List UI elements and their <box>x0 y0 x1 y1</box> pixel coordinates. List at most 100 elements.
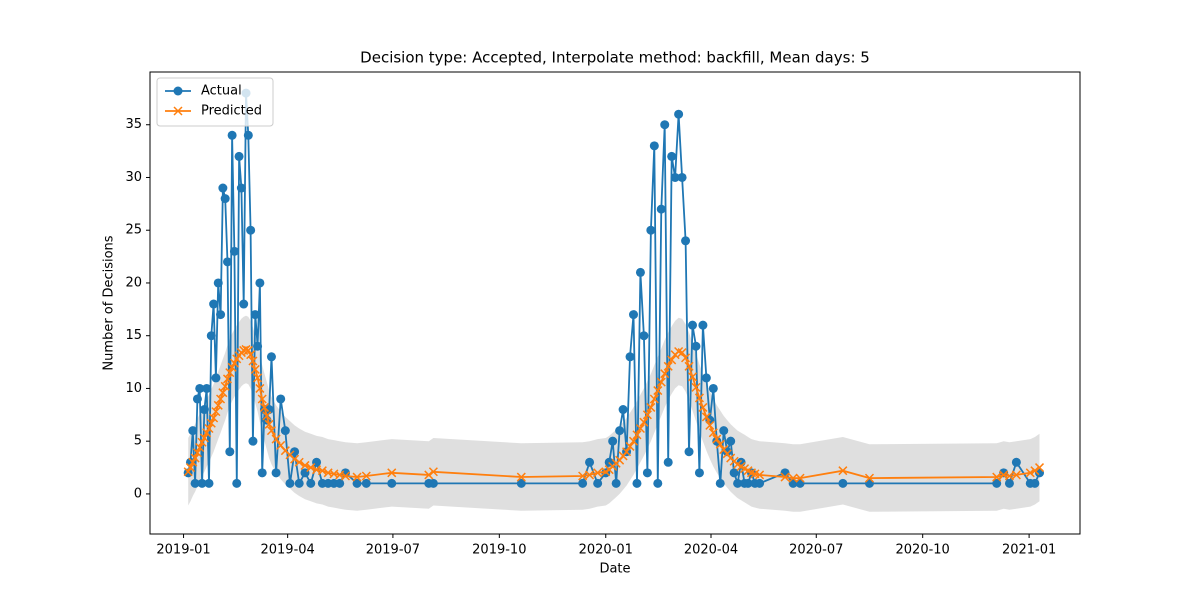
point-marker <box>294 478 304 488</box>
point-marker <box>361 471 371 481</box>
point-marker <box>211 407 221 417</box>
point-marker <box>209 299 219 309</box>
point-marker <box>618 405 628 415</box>
point-marker <box>838 478 848 488</box>
point-marker <box>199 433 209 443</box>
x-tick-label: 2020-10 <box>896 543 950 558</box>
point-marker <box>726 436 736 446</box>
point-marker <box>1030 466 1040 476</box>
point-marker <box>795 473 805 483</box>
point-marker <box>257 468 267 478</box>
point-marker <box>681 236 691 246</box>
point-marker <box>639 331 649 341</box>
point-marker <box>1034 463 1045 473</box>
point-marker <box>646 402 656 412</box>
point-marker <box>838 466 848 476</box>
point-marker <box>253 373 263 383</box>
point-marker <box>674 109 684 119</box>
point-marker <box>719 426 729 436</box>
point-marker <box>352 478 362 488</box>
y-tick-label: 25 <box>125 223 142 238</box>
y-tick-label: 35 <box>125 117 142 132</box>
point-marker <box>743 478 753 488</box>
point-marker <box>684 447 694 457</box>
point-marker <box>632 478 642 488</box>
point-marker <box>688 320 697 330</box>
point-marker <box>516 478 526 488</box>
point-marker <box>608 436 618 446</box>
y-tick-label: 10 <box>125 381 142 396</box>
point-marker <box>687 372 698 382</box>
point-marker <box>625 352 635 362</box>
point-marker <box>290 447 300 457</box>
point-marker <box>317 466 327 476</box>
point-marker <box>211 373 221 383</box>
point-marker <box>585 470 595 480</box>
point-marker <box>585 457 595 467</box>
point-marker <box>190 453 200 463</box>
point-marker <box>663 361 673 371</box>
point-marker <box>248 436 258 446</box>
legend-label: Predicted <box>201 104 262 119</box>
point-marker <box>992 478 1002 488</box>
point-marker <box>306 478 316 488</box>
legend-box <box>156 77 274 127</box>
point-marker <box>715 439 725 449</box>
point-marker <box>202 383 212 393</box>
point-marker <box>250 364 260 374</box>
point-marker <box>188 426 198 436</box>
point-marker <box>188 457 198 467</box>
point-marker <box>190 478 200 488</box>
point-marker <box>199 405 209 415</box>
point-marker <box>225 447 235 457</box>
point-marker <box>670 172 680 182</box>
point-marker <box>197 437 207 447</box>
legend-label: Actual <box>201 84 242 99</box>
point-marker <box>705 420 715 430</box>
point-marker <box>255 278 265 288</box>
point-marker <box>285 478 295 488</box>
legend: Actual Predicted <box>156 77 274 127</box>
point-marker <box>216 310 226 320</box>
point-marker <box>290 454 300 464</box>
point-marker <box>236 183 246 193</box>
plot-frame <box>149 71 1081 535</box>
point-marker <box>271 434 281 444</box>
point-marker <box>708 428 718 438</box>
point-marker <box>276 394 286 404</box>
point-marker <box>246 225 256 235</box>
point-marker <box>663 457 673 467</box>
point-marker <box>684 361 694 371</box>
y-tick-label: 30 <box>125 170 142 185</box>
point-marker <box>294 457 304 467</box>
point-marker <box>660 120 670 130</box>
point-marker <box>218 388 228 398</box>
point-marker <box>225 368 235 378</box>
point-marker <box>262 411 272 421</box>
point-marker <box>195 442 205 453</box>
point-marker <box>428 478 438 488</box>
point-marker <box>250 310 260 320</box>
point-marker <box>653 478 663 488</box>
point-marker <box>183 467 193 477</box>
point-marker <box>698 320 708 330</box>
point-marker <box>197 478 207 488</box>
point-marker <box>629 310 639 320</box>
chart-title: Decision type: Accepted, Interpolate met… <box>360 49 870 67</box>
point-marker <box>667 151 677 161</box>
point-marker <box>715 478 725 488</box>
x-tick-label: 2020-04 <box>684 543 738 558</box>
point-marker <box>677 172 687 182</box>
point-marker <box>192 394 202 404</box>
point-marker <box>780 472 790 482</box>
point-marker <box>202 428 212 438</box>
point-marker <box>227 130 237 140</box>
point-marker <box>649 141 659 151</box>
point-marker <box>622 447 632 457</box>
point-marker <box>271 468 281 478</box>
point-marker <box>387 468 397 478</box>
point-marker <box>340 471 351 481</box>
point-marker <box>1030 478 1040 488</box>
point-marker <box>628 436 639 446</box>
point-marker <box>660 369 670 379</box>
